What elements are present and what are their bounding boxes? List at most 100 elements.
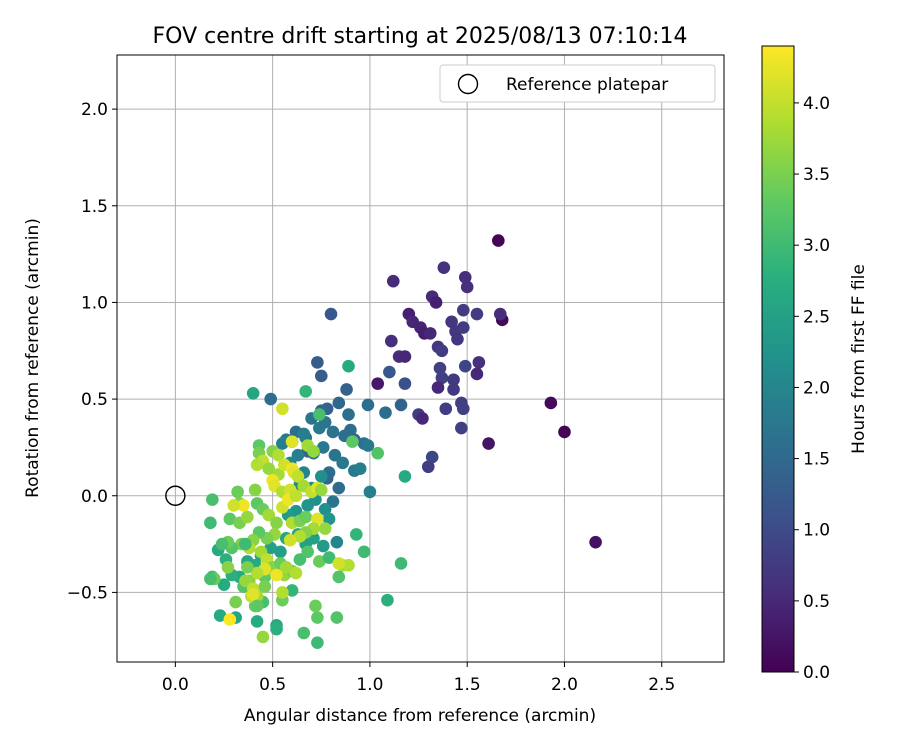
data-point <box>322 512 336 526</box>
grid-lines <box>117 55 724 662</box>
data-point <box>433 361 447 375</box>
data-point <box>314 470 328 483</box>
legend-label: Reference platepar <box>506 75 668 95</box>
colorbar-label: Hours from first FF file <box>849 264 869 454</box>
legend-reference-marker <box>457 73 479 95</box>
data-point <box>264 392 277 406</box>
y-tick-label: 2.0 <box>81 100 108 120</box>
data-point <box>204 516 217 530</box>
data-point <box>416 412 429 425</box>
data-point <box>470 307 484 321</box>
data-point <box>398 470 412 483</box>
data-point <box>311 356 324 369</box>
data-point <box>250 615 264 628</box>
data-point <box>340 383 353 396</box>
data-point <box>326 425 340 439</box>
data-point <box>332 481 346 495</box>
colorbar-tick-label: 3.5 <box>803 165 830 185</box>
data-point <box>447 373 460 387</box>
data-point <box>223 613 237 626</box>
colorbar-tick-label: 2.0 <box>803 378 830 398</box>
data-point <box>285 584 299 597</box>
x-tick-label: 0.0 <box>162 675 189 695</box>
data-point <box>353 462 367 475</box>
data-point <box>316 539 330 553</box>
data-point <box>435 344 449 358</box>
x-tick-label: 1.5 <box>454 675 481 695</box>
data-point <box>398 350 412 363</box>
data-point <box>431 381 445 394</box>
reference-platepar-point <box>165 485 186 506</box>
data-point <box>544 396 558 410</box>
data-point <box>270 568 283 582</box>
data-point <box>283 533 297 547</box>
data-point <box>314 369 328 383</box>
data-point <box>342 359 355 373</box>
data-point <box>256 630 270 644</box>
data-point <box>276 437 289 450</box>
data-point <box>221 560 235 574</box>
data-point <box>258 580 272 593</box>
data-point <box>457 402 470 416</box>
data-point <box>316 441 330 454</box>
y-tick-label: 0.5 <box>81 390 108 410</box>
colorbar-tick-label: 0.5 <box>803 592 830 612</box>
data-point <box>293 530 307 543</box>
colorbar-tick-label: 4.0 <box>803 94 830 114</box>
data-point <box>445 315 458 329</box>
data-point <box>457 321 470 334</box>
data-point <box>363 485 377 499</box>
data-point <box>297 626 311 640</box>
data-point <box>357 545 371 559</box>
data-point <box>342 408 355 421</box>
data-point <box>206 493 219 506</box>
data-point <box>330 535 344 549</box>
data-point <box>217 578 231 591</box>
data-point <box>313 555 326 568</box>
data-point <box>204 572 217 586</box>
data-point <box>332 570 346 584</box>
data-point <box>285 435 299 448</box>
y-tick-label: −0.5 <box>67 583 108 603</box>
x-tick-label: 2.0 <box>551 675 578 695</box>
data-point <box>589 535 602 549</box>
data-point <box>460 280 474 294</box>
data-point <box>558 425 571 439</box>
data-point <box>291 448 305 462</box>
data-point <box>435 371 449 385</box>
x-tick-label: 0.5 <box>259 675 286 695</box>
data-point <box>237 499 250 512</box>
data-point <box>229 595 242 609</box>
data-point <box>361 439 375 452</box>
data-point <box>326 495 340 508</box>
data-point <box>482 437 495 450</box>
data-point <box>241 510 254 524</box>
y-axis: −0.5 0.0 0.5 1.0 1.5 2.0 <box>67 100 117 603</box>
data-point <box>458 359 472 373</box>
data-point <box>493 307 507 321</box>
data-point <box>213 609 227 622</box>
data-point <box>248 483 262 497</box>
data-point <box>293 553 307 566</box>
colorbar-ticks: 0.0 0.5 1.0 1.5 2.0 2.5 3.0 3.5 4.0 <box>794 94 830 683</box>
x-tick-label: 2.5 <box>648 675 675 695</box>
data-point <box>470 367 484 381</box>
data-point <box>270 516 283 530</box>
data-point <box>311 636 324 649</box>
data-point <box>439 402 453 416</box>
colorbar-tick-label: 1.5 <box>803 450 830 470</box>
data-point <box>344 423 357 437</box>
data-point <box>458 271 472 284</box>
data-point <box>313 408 326 421</box>
data-point <box>332 557 346 570</box>
data-point <box>276 586 289 599</box>
data-point <box>330 611 344 624</box>
data-point <box>318 502 332 516</box>
data-point <box>322 551 336 564</box>
data-point <box>246 588 260 601</box>
data-point <box>223 512 237 526</box>
data-point <box>307 444 320 458</box>
data-point <box>289 489 303 503</box>
data-point <box>231 485 244 499</box>
data-point <box>301 545 314 559</box>
